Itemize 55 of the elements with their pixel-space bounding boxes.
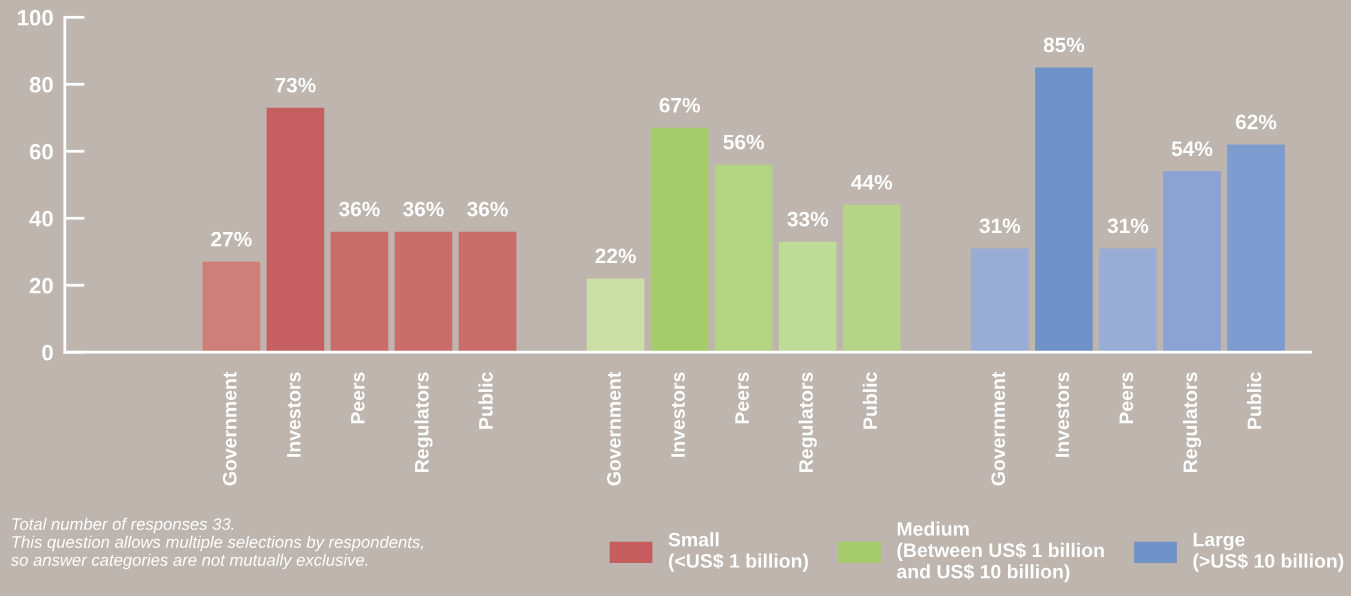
x-tick-label: Public — [1246, 372, 1262, 429]
y-tick-label: 60 — [29, 143, 53, 160]
x-tick-label: Peers — [351, 372, 365, 424]
data-label: 67% — [659, 97, 700, 113]
x-tick-label: Peers — [1119, 372, 1134, 424]
bar — [971, 248, 1029, 353]
data-label: 31% — [1107, 218, 1149, 234]
bar — [1099, 248, 1157, 353]
bar — [1163, 171, 1221, 353]
x-tick-label: Regulators — [798, 372, 817, 472]
bar — [266, 107, 325, 353]
data-label: 85% — [1043, 37, 1085, 53]
data-label: 22% — [595, 248, 636, 264]
data-label: 44% — [851, 174, 893, 190]
legend-label: Medium (Between US$ 1 billion and US$ 10 billion) — [897, 521, 1104, 583]
data-label: 56% — [723, 134, 764, 150]
x-tick-label: Investors — [1055, 372, 1070, 457]
x-tick-label: Government — [991, 371, 1006, 486]
bar — [1227, 144, 1285, 353]
bar — [714, 164, 773, 353]
bar — [778, 241, 837, 353]
x-tick-label: Public — [478, 372, 493, 429]
data-label: 62% — [1235, 114, 1277, 130]
x-tick-label: Government — [222, 371, 237, 486]
bar — [202, 261, 261, 353]
text: Total number of responses 33. This question allows multiple selections by respondents, so answer categories are not mutually exclusive. — [10, 517, 423, 570]
data-label: 31% — [979, 218, 1021, 234]
x-tick-label: Peers — [735, 372, 749, 424]
data-label: 73% — [275, 77, 316, 93]
x-tick-label: Investors — [671, 372, 685, 457]
y-tick-label: 0 — [42, 344, 53, 361]
bar — [458, 231, 517, 353]
y-tick-label: 100 — [18, 9, 53, 26]
x-tick-label: Regulators — [1182, 372, 1202, 472]
bar — [1035, 67, 1093, 353]
bar — [842, 204, 901, 353]
data-label: 33% — [787, 211, 829, 227]
x-tick-label: Investors — [287, 372, 301, 457]
bar — [330, 231, 389, 353]
x-tick-label: Public — [862, 372, 877, 429]
x-tick-label: Regulators — [414, 372, 433, 472]
data-label: 27% — [211, 231, 252, 247]
legend-label: Large (>US$ 10 billion) — [1193, 532, 1344, 572]
legend-label: Small (<US$ 1 billion) — [668, 532, 808, 572]
bar — [586, 278, 645, 353]
y-tick-label: 80 — [29, 76, 53, 93]
bar — [394, 231, 453, 353]
y-tick-label: 20 — [29, 277, 53, 294]
bar — [650, 127, 709, 353]
data-label: 36% — [339, 201, 380, 217]
y-tick-label: 40 — [29, 210, 53, 227]
x-tick-label: Government — [607, 371, 621, 486]
data-label: 54% — [1171, 141, 1213, 157]
data-label: 36% — [403, 201, 444, 217]
data-label: 36% — [467, 201, 508, 217]
